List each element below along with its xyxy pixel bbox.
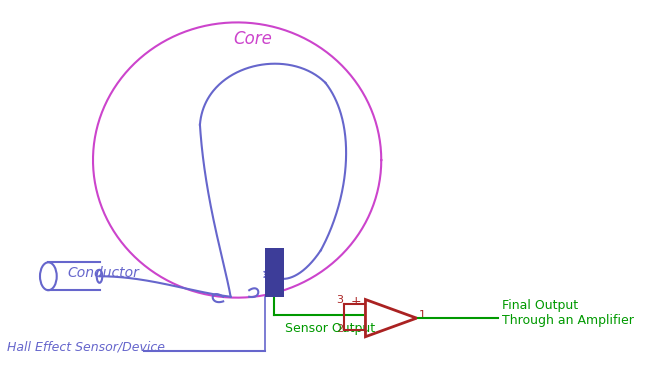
- Text: Core: Core: [233, 30, 272, 48]
- Text: +: +: [350, 295, 361, 308]
- Text: Hall Effect Sensor/Device: Hall Effect Sensor/Device: [7, 340, 166, 353]
- Text: Final Output
Through an Amplifier: Final Output Through an Amplifier: [502, 298, 634, 327]
- Text: 3: 3: [336, 295, 343, 306]
- Bar: [265, 248, 283, 297]
- Text: Sensor Output: Sensor Output: [285, 322, 376, 335]
- Text: -: -: [350, 323, 355, 336]
- Text: 2: 2: [336, 324, 343, 334]
- Text: Conductor: Conductor: [67, 266, 139, 279]
- Text: 1: 1: [419, 310, 426, 320]
